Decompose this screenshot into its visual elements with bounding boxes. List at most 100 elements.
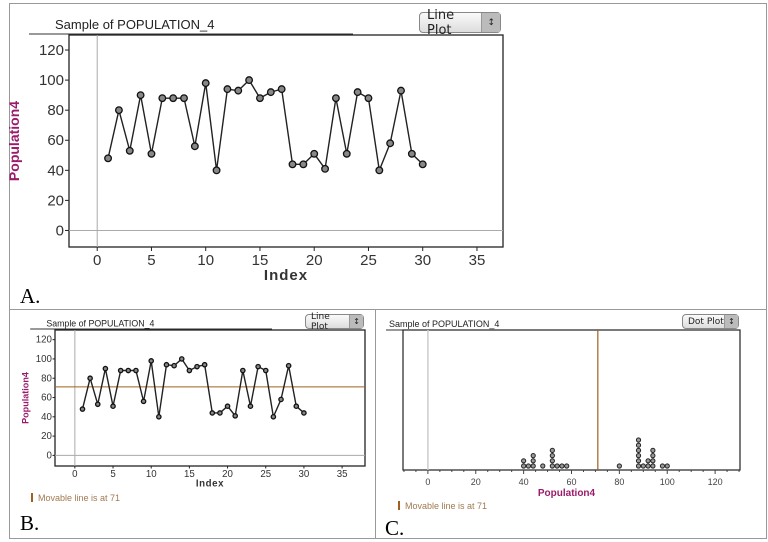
data-point	[104, 154, 113, 163]
data-point	[247, 403, 254, 410]
dot	[635, 453, 642, 459]
x-tick-label: 30	[299, 469, 310, 480]
data-point	[186, 367, 193, 374]
data-point	[342, 149, 351, 158]
y-tick-label: 60	[41, 393, 52, 404]
y-tick-label: 40	[41, 412, 52, 423]
dot	[650, 453, 656, 459]
dot	[645, 463, 651, 469]
data-point	[117, 367, 124, 374]
x-tick-label: 30	[414, 252, 431, 269]
x-tick-label: 100	[660, 477, 675, 487]
dot	[530, 453, 536, 459]
dot	[521, 458, 527, 464]
plot-frame	[402, 329, 741, 471]
plot-type-select-b[interactable]: Line Plot ↕	[305, 312, 364, 332]
x-tick-label: 0	[93, 252, 101, 269]
data-point	[240, 367, 246, 374]
data-point	[321, 164, 330, 173]
x-tick-label: 0	[425, 477, 430, 487]
plot-type-select-a[interactable]: Line Plot ↕	[419, 8, 501, 38]
data-point	[407, 149, 416, 158]
plot-type-label: Line Plot	[427, 7, 455, 38]
chart-title: Sample of POPULATION_4	[55, 17, 214, 32]
data-point	[353, 88, 362, 97]
data-point	[147, 149, 156, 158]
data-point	[277, 85, 286, 94]
x-tick-label: 20	[306, 252, 323, 269]
dot	[525, 463, 532, 469]
y-axis-label: Population4	[21, 372, 31, 424]
data-point	[234, 86, 243, 95]
x-tick-label: 5	[147, 252, 155, 269]
dot	[549, 447, 555, 453]
data-point	[136, 91, 145, 100]
dot	[540, 463, 546, 469]
data-point	[133, 367, 139, 374]
data-point	[288, 160, 297, 169]
data-point	[156, 413, 162, 420]
movable-line-marker	[398, 501, 400, 510]
dot	[521, 463, 527, 469]
plot-frame	[68, 34, 504, 248]
data-point	[232, 413, 239, 419]
data-point	[386, 139, 395, 148]
dot	[635, 463, 642, 469]
data-point	[171, 362, 177, 369]
data-point	[293, 403, 300, 410]
x-tick-label: 5	[110, 469, 115, 480]
data-point	[201, 361, 208, 368]
data-point	[110, 403, 116, 410]
data-line	[81, 357, 305, 420]
x-tick-label: 20	[222, 469, 233, 480]
data-point	[278, 396, 284, 403]
data-point	[158, 94, 167, 103]
data-point	[194, 363, 200, 370]
dot	[650, 458, 656, 464]
data-point	[87, 375, 93, 382]
y-tick-label: 40	[47, 162, 64, 179]
data-point	[201, 79, 210, 88]
x-tick-label: 60	[566, 477, 576, 487]
dot	[640, 463, 646, 469]
outer-border	[9, 3, 767, 539]
x-tick-label: 0	[72, 469, 77, 480]
data-point	[299, 160, 308, 169]
x-tick-label: 10	[197, 252, 214, 269]
x-tick-label: 10	[146, 469, 157, 480]
data-point	[94, 401, 101, 408]
data-point	[212, 166, 221, 175]
data-point	[364, 94, 373, 103]
x-tick-label: 35	[337, 469, 348, 480]
y-tick-label: 20	[41, 431, 52, 442]
x-axis-label: Population4	[538, 488, 596, 499]
data-point	[114, 106, 123, 115]
x-tick-label: 120	[708, 477, 723, 487]
data-point	[79, 406, 86, 412]
updown-arrows-icon: ↕	[724, 315, 738, 328]
dot	[564, 463, 570, 469]
movable-line-status: Movable line is at 71	[405, 501, 487, 511]
updown-arrows-icon: ↕	[349, 315, 363, 328]
dot	[635, 437, 642, 443]
panel-label-c: C.	[385, 516, 405, 540]
movable-line-status: Movable line is at 71	[38, 493, 120, 503]
plot-type-select-c[interactable]: Dot Plot ↕	[682, 314, 739, 329]
dot	[530, 463, 536, 469]
y-tick-label: 120	[36, 335, 52, 346]
data-point	[310, 149, 319, 158]
data-point	[223, 85, 232, 94]
y-tick-label: 100	[36, 354, 52, 365]
x-tick-label: 80	[614, 477, 624, 487]
data-point	[262, 367, 269, 374]
dot	[650, 463, 656, 469]
dot	[559, 463, 565, 469]
data-point	[245, 76, 254, 85]
dot	[635, 442, 642, 448]
x-tick-label: 25	[360, 252, 377, 269]
data-point	[180, 94, 188, 103]
y-tick-label: 120	[39, 42, 64, 59]
panel-label-a: A.	[20, 284, 41, 308]
y-tick-label: 60	[47, 132, 64, 149]
dot	[635, 447, 642, 453]
